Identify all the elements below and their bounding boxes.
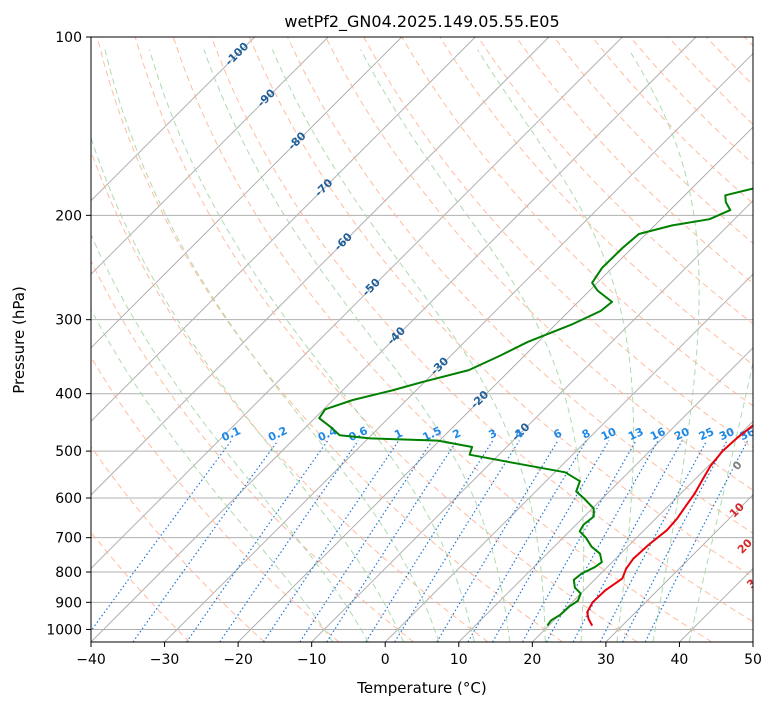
mixing-ratio-line [219,440,359,642]
background-lines [91,37,753,642]
dry-adiabat-line [134,37,638,642]
mixing-ratio-line [644,440,749,642]
mixing-ratio-line [132,440,279,642]
mixing-ratio-line [436,440,559,642]
mixing-ratio-line [394,440,520,642]
isotherm-line [91,37,476,423]
x-tick-label: 30 [597,652,615,668]
dry-adiabat-line [515,37,753,284]
mixing-ratio-line [262,440,400,642]
isotherm-line [91,37,697,642]
moist-adiabat-line [688,360,753,642]
isotherm-line [605,494,753,642]
x-tick-label: −10 [297,652,327,668]
moist-adiabat-line [91,233,369,642]
axes: −40 −30 −20 −10 0 10 20 30 40 50 100 200 300 400 500 60… [46,30,762,668]
moist-adiabat-line [271,49,546,642]
isotherm-line [531,420,753,642]
x-tick-label: 40 [671,652,689,668]
moist-adiabat-line [476,49,634,642]
moist-adiabat-line [91,136,405,642]
y-tick-label: 700 [55,531,82,547]
temperature-profile-line [586,424,753,627]
mixing-ratio-line [299,440,433,642]
y-tick-label: 200 [55,208,82,224]
mixing-ratio-line [365,440,494,642]
x-tick-label: 0 [381,652,390,668]
dry-adiabat-line [287,37,753,534]
mixing-ratio-line [521,440,637,642]
x-tick-label: −20 [223,652,253,668]
dry-adiabat-label: 30 [744,571,764,591]
moist-adiabat-line [203,49,511,642]
x-tick-label: 20 [523,652,541,668]
dry-adiabat-line [172,37,713,642]
mixing-ratio-label: 30 [717,425,737,443]
dewpoint-profile-line [318,187,753,627]
isotherm-line [458,347,753,642]
y-tick-label: 900 [55,595,82,611]
y-tick-label: 300 [55,313,82,329]
moist-adiabat-line [104,49,440,642]
plot-frame [90,36,754,643]
x-tick-label: −40 [76,652,106,668]
isotherm-line [91,37,256,202]
y-tick-label: 1000 [46,622,82,638]
mixing-ratio-line [492,440,610,642]
mixing-ratio-line [572,440,683,642]
dry-adiabat-line [248,37,753,578]
dry-adiabat-line [91,356,340,642]
moist-adiabat-line [91,308,334,642]
isotherm-line [384,273,753,642]
mixing-ratio-line [467,440,587,642]
mixing-ratio-line [186,440,329,642]
moist-adiabat-line [149,49,475,642]
y-tick-label: 800 [55,565,82,581]
y-tick-label: 100 [55,30,82,46]
mixing-ratio-label: 25 [697,425,716,443]
isotherm-line [237,126,753,642]
mixing-ratio-label: 16 [648,425,668,443]
x-tick-label: −30 [150,652,180,668]
dry-adiabat-line [210,37,753,623]
isotherm-line [91,37,623,570]
profile-series [318,187,753,627]
chart-title: wetPf2_GN04.2025.149.05.55.E05 [284,12,559,32]
mixing-ratio-label: 13 [626,425,645,443]
mixing-ratio-line [326,440,458,642]
y-tick-label: 400 [55,387,82,403]
dry-adiabat-line [325,37,753,491]
mixing-ratio-label: 20 [672,425,692,443]
mixing-ratio-label: 10 [599,425,619,443]
isotherm-line [91,37,329,275]
x-tick-label: 10 [450,652,468,668]
x-tick-label: 50 [744,652,762,668]
dry-adiabat-line [96,37,563,642]
dry-adiabat-line [91,445,265,642]
dry-adiabat-line [91,259,414,642]
isotherm-line [91,37,550,496]
x-axis-label: Temperature (°C) [356,679,486,697]
moist-adiabat-line [628,49,700,642]
y-tick-label: 500 [55,444,82,460]
mixing-ratio-line [91,440,232,632]
y-tick-label: 600 [55,491,82,507]
y-axis-label: Pressure (hPa) [10,286,28,394]
isotherm-line [164,52,753,642]
mixing-ratio-line [546,440,659,642]
isotherm-line [91,37,403,349]
